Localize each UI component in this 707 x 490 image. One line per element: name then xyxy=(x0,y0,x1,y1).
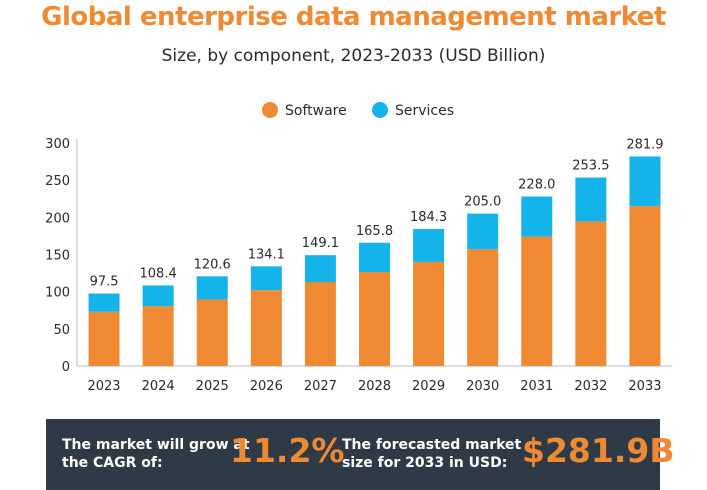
total-label-2031: 228.0 xyxy=(518,178,555,193)
bar-software-2025 xyxy=(196,299,228,366)
cagr-label: The market will grow at the CAGR of: xyxy=(62,437,250,471)
bar-software-2029 xyxy=(413,261,445,366)
x-tick-label-2026: 2026 xyxy=(250,379,283,394)
bar-services-2028 xyxy=(359,242,390,272)
y-tick-label: 0 xyxy=(62,360,70,375)
bar-software-2033 xyxy=(629,206,661,366)
total-label-2027: 149.1 xyxy=(302,236,339,251)
total-label-2023: 97.5 xyxy=(90,275,119,290)
total-label-2033: 281.9 xyxy=(626,137,663,152)
total-label-2029: 184.3 xyxy=(410,210,447,225)
bar-services-2030 xyxy=(467,213,499,250)
total-label-2024: 108.4 xyxy=(140,266,177,281)
total-label-2032: 253.5 xyxy=(572,159,609,174)
forecast-label: The forecasted market size for 2033 in U… xyxy=(342,437,522,471)
x-tick-label-2029: 2029 xyxy=(412,379,445,394)
total-label-2026: 134.1 xyxy=(248,247,285,262)
bar-services-2026 xyxy=(250,266,282,291)
x-tick-label-2031: 2031 xyxy=(520,379,553,394)
bar-services-2025 xyxy=(196,276,228,300)
x-tick-label-2024: 2024 xyxy=(142,379,175,394)
bar-software-2027 xyxy=(304,282,336,366)
x-tick-label-2028: 2028 xyxy=(358,379,391,394)
y-tick-label: 50 xyxy=(53,323,70,338)
total-label-2030: 205.0 xyxy=(464,195,501,210)
bar-services-2032 xyxy=(575,177,607,222)
x-tick-label-2033: 2033 xyxy=(628,379,661,394)
bar-software-2030 xyxy=(467,249,499,366)
x-tick-label-2023: 2023 xyxy=(87,379,120,394)
bar-services-2027 xyxy=(304,255,336,283)
bar-services-2033 xyxy=(629,156,661,207)
bar-software-2028 xyxy=(359,271,390,366)
summary-banner: The market will grow at the CAGR of: 11.… xyxy=(46,419,675,490)
y-tick-label: 100 xyxy=(45,286,70,301)
x-tick-label-2032: 2032 xyxy=(574,379,607,394)
y-tick-label: 250 xyxy=(45,174,70,189)
bar-services-2031 xyxy=(521,196,553,237)
bar-software-2024 xyxy=(142,306,174,366)
bar-services-2023 xyxy=(88,293,120,312)
bar-software-2032 xyxy=(575,221,607,366)
legend-swatch-services xyxy=(372,102,388,118)
bar-software-2031 xyxy=(521,236,553,366)
bar-services-2029 xyxy=(413,229,445,262)
cagr-value: 11.2% xyxy=(230,431,345,470)
total-label-2025: 120.6 xyxy=(194,257,231,272)
legend-swatch-software xyxy=(262,102,278,118)
bar-services-2024 xyxy=(142,285,174,307)
y-tick-label: 300 xyxy=(45,137,70,152)
chart-title: Global enterprise data management market xyxy=(41,2,666,32)
forecast-value: $281.9B xyxy=(522,431,675,470)
legend-label-software: Software xyxy=(285,103,347,119)
y-tick-label: 200 xyxy=(45,211,70,226)
x-tick-label-2025: 2025 xyxy=(196,379,229,394)
legend-label-services: Services xyxy=(395,103,454,119)
x-tick-label-2030: 2030 xyxy=(466,379,499,394)
x-tick-label-2027: 2027 xyxy=(304,379,337,394)
total-label-2028: 165.8 xyxy=(356,224,393,239)
y-tick-label: 150 xyxy=(45,249,70,264)
chart-subtitle: Size, by component, 2023-2033 (USD Billi… xyxy=(161,46,546,66)
bar-software-2026 xyxy=(250,290,282,366)
stacked-bar-chart: 0 50 100 150 200 250 300 97.5 2023 108.4 2024 120.6… xyxy=(45,102,672,394)
bar-software-2023 xyxy=(88,311,120,366)
